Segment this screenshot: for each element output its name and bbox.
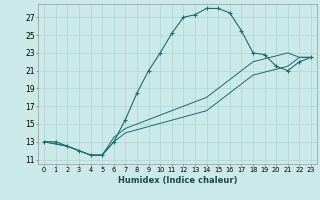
X-axis label: Humidex (Indice chaleur): Humidex (Indice chaleur) xyxy=(118,176,237,185)
